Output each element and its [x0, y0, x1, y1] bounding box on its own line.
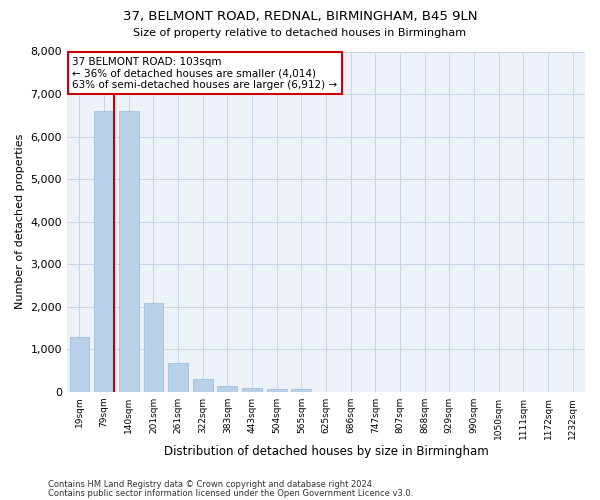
- Bar: [94, 111, 114, 392]
- X-axis label: Distribution of detached houses by size in Birmingham: Distribution of detached houses by size …: [164, 444, 488, 458]
- Text: Contains public sector information licensed under the Open Government Licence v3: Contains public sector information licen…: [48, 488, 413, 498]
- Text: 37, BELMONT ROAD, REDNAL, BIRMINGHAM, B45 9LN: 37, BELMONT ROAD, REDNAL, BIRMINGHAM, B4…: [123, 10, 477, 23]
- Bar: [193, 379, 212, 392]
- Text: 37 BELMONT ROAD: 103sqm
← 36% of detached houses are smaller (4,014)
63% of semi: 37 BELMONT ROAD: 103sqm ← 36% of detache…: [72, 56, 337, 90]
- Bar: [217, 386, 237, 392]
- Bar: [242, 388, 262, 392]
- Bar: [267, 390, 287, 392]
- Bar: [292, 388, 311, 392]
- Bar: [143, 302, 163, 392]
- Text: Size of property relative to detached houses in Birmingham: Size of property relative to detached ho…: [133, 28, 467, 38]
- Bar: [70, 336, 89, 392]
- Bar: [168, 363, 188, 392]
- Text: Contains HM Land Registry data © Crown copyright and database right 2024.: Contains HM Land Registry data © Crown c…: [48, 480, 374, 489]
- Bar: [119, 111, 139, 392]
- Y-axis label: Number of detached properties: Number of detached properties: [15, 134, 25, 310]
